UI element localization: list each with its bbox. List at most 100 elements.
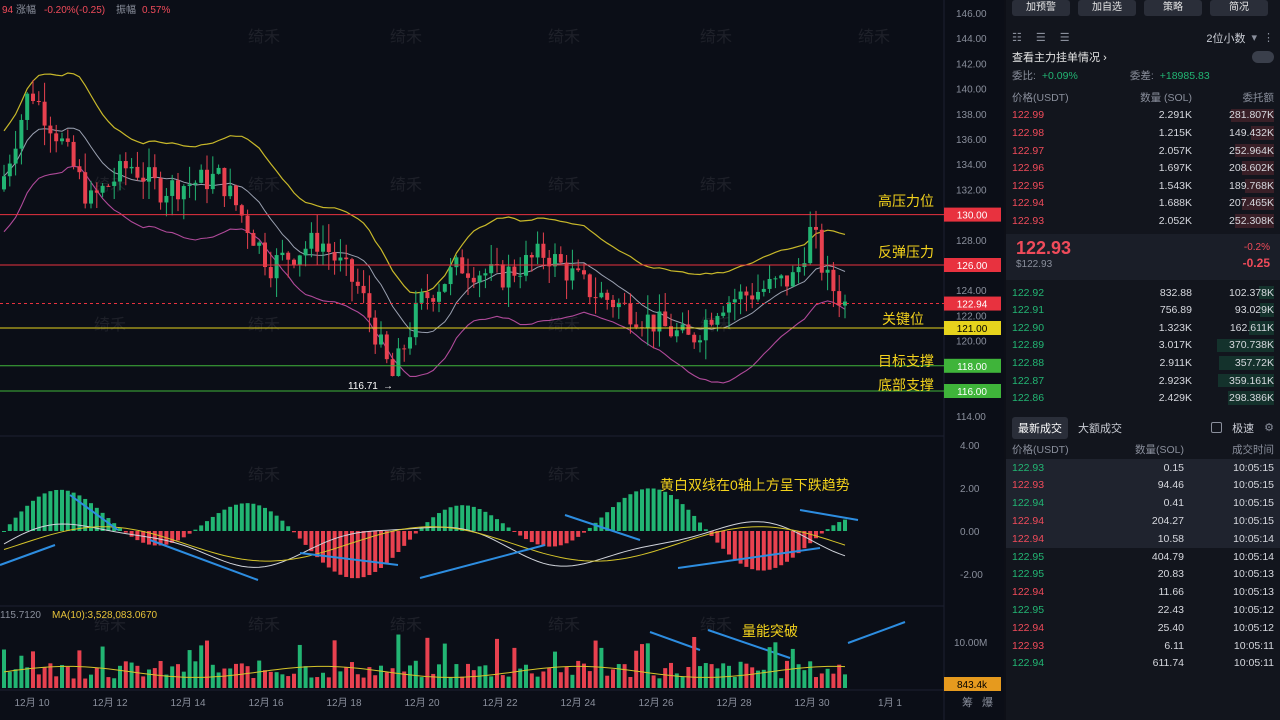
annotation-bottom-support: 底部支撑 [878,377,934,393]
macd-bar [118,528,122,531]
candle-body [170,180,175,196]
bid-depth-bar [1216,338,1274,353]
candle-body [19,119,24,149]
bid-row[interactable]: 122.91 756.89 93.029K [1006,301,1280,319]
orderbook-both-icon[interactable]: ☷ [1012,32,1022,44]
candle-body [425,292,430,299]
tab-latest-trades[interactable]: 最新成交 [1012,416,1068,439]
candle-body [326,243,331,253]
macd-bar [309,531,314,552]
macd-bar [692,515,697,531]
macd-bar [187,531,192,534]
macd-bar [390,531,395,558]
macd-bar [292,531,296,533]
orderbook-bids-icon[interactable]: ☰ [1035,32,1046,44]
decimal-select[interactable]: 2位小数 [1206,32,1246,45]
macd-bar [216,513,221,531]
macd-bar [268,511,273,531]
volume-bar [495,638,499,688]
add-alert-button[interactable]: 加预警 [1012,0,1070,16]
settings-icon[interactable]: ⚙ [1264,422,1274,435]
candle-body [471,277,476,283]
bid-row[interactable]: 122.92 832.88 102.378K [1006,284,1280,302]
ask-row[interactable]: 122.99 2.291K 281.807K [1006,107,1280,125]
annotation-high-pressure: 高压力位 [878,193,934,209]
view-depth-link[interactable]: 查看主力挂单情况 [1012,51,1100,64]
header-qty: 数量 (SOL) [1140,92,1192,105]
price-tick: 142.00 [956,59,987,70]
candle-body [263,242,267,268]
candle-body [367,293,372,318]
ask-row[interactable]: 122.93 2.052K 252.308K [1006,212,1280,230]
candle-body [309,232,314,249]
volume-bar [19,655,24,688]
macd-bar [576,531,581,537]
candle-body [744,291,749,296]
macd-bar [234,504,238,531]
bid-qty: 2.911K [1159,356,1193,369]
volume-bar [176,664,180,688]
macd-bar [628,494,633,531]
orderbook-asks-icon[interactable]: ☰ [1059,32,1070,44]
ask-row[interactable]: 122.96 1.697K 208.602K [1006,159,1280,177]
strategy-button[interactable]: 策略 [1144,0,1202,16]
macd-bar [176,531,180,541]
extreme-checkbox[interactable] [1211,422,1223,434]
candle-body [761,288,766,292]
ask-qty: 1.543K [1158,179,1192,192]
trade-row: 122.93 6.11 10:05:11 [1006,637,1280,655]
candle-body [25,93,30,120]
candle-body [48,125,53,134]
macd-bar [123,531,128,533]
macd-bar [819,531,824,534]
candlestick-chart-area[interactable]: 94 涨幅 -0.20%(-0.25) 振幅 0.57% 绮禾 绮禾 绮禾 绮禾 绮禾 绮禾 绮禾 绮禾… [0,0,1004,720]
trade-price: 122.93 [1012,461,1045,474]
bid-row[interactable]: 122.87 2.923K 359.161K [1006,372,1280,390]
chevron-down-icon[interactable]: ▾ [1251,32,1257,44]
volume-bar [152,668,157,688]
candle-body [379,334,383,345]
candle-body [292,259,296,265]
add-favorite-button[interactable]: 加自选 [1078,0,1136,16]
bid-qty: 3.017K [1158,339,1192,352]
bid-row[interactable]: 122.88 2.911K 357.72K [1006,354,1280,372]
macd-bar [344,531,349,577]
price-level-tag [944,358,1001,373]
ask-total: 149.432K [1229,126,1274,139]
volume-bar [13,669,18,688]
tab-large-trades[interactable]: 大额成交 [1078,422,1122,435]
volume-bar [332,640,337,688]
depth-toggle[interactable] [1252,50,1274,63]
trend-arrow [677,547,821,569]
bid-row[interactable]: 122.89 3.017K 370.738K [1006,337,1280,355]
bid-price: 122.92 [1012,286,1045,299]
bid-row[interactable]: 122.86 2.429K 298.386K [1006,389,1280,407]
trade-qty: 404.79 [1151,550,1184,563]
view-depth-row[interactable]: 查看主力挂单情况 › [1006,47,1280,66]
trade-header: 价格(USDT) 数量(SOL) 成交时间 [1006,441,1280,459]
candle-body [431,298,436,302]
bid-qty: 832.88 [1159,286,1192,299]
change-label: 涨幅 [16,3,36,16]
macd-bar [779,531,784,566]
macd-bar [158,531,163,546]
macd-bar [355,531,360,579]
more-icon[interactable]: ⋮ [1263,32,1274,44]
trade-price: 122.94 [1012,657,1045,670]
trade-price: 122.95 [1012,603,1045,616]
watermark: 绮禾 [248,466,280,484]
overview-button[interactable]: 简况 [1210,0,1268,16]
bid-row[interactable]: 122.90 1.323K 162.611K [1006,319,1280,337]
ask-row[interactable]: 122.95 1.543K 189.768K [1006,177,1280,195]
ask-row[interactable]: 122.94 1.688K 207.465K [1006,195,1280,213]
bid-depth-bar [1248,320,1274,335]
trade-time: 10:05:11 [1233,657,1274,670]
volume-bar [106,677,111,688]
ask-row[interactable]: 122.97 2.057K 252.964K [1006,142,1280,160]
candle-body [558,254,563,263]
volume-bar [257,660,262,688]
ask-row[interactable]: 122.98 1.215K 149.432K [1006,124,1280,142]
price-tick: 138.00 [956,110,987,121]
macd-bar [495,519,499,531]
